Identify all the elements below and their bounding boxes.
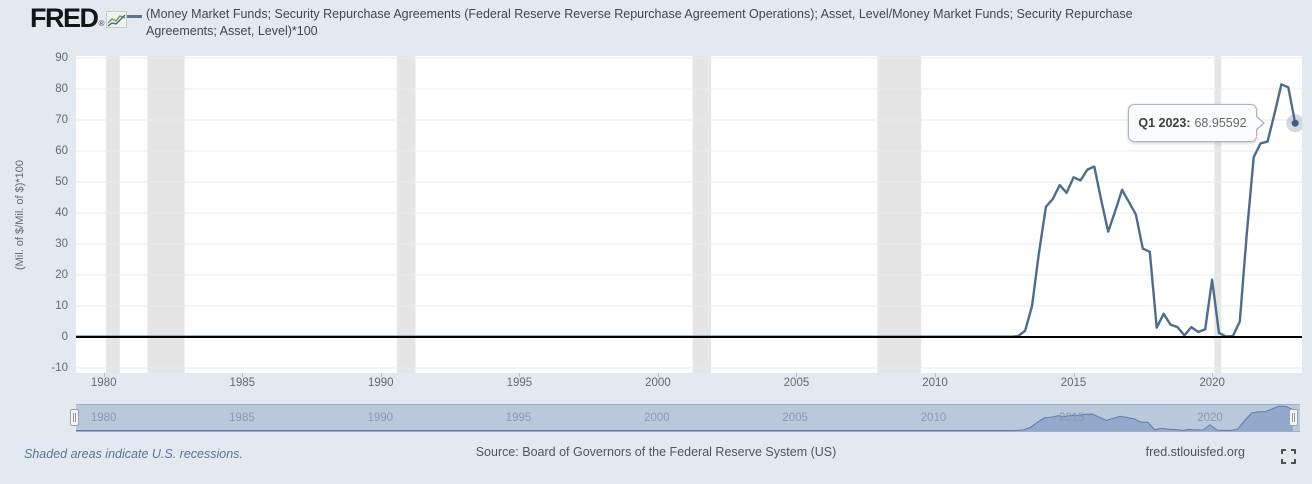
fred-logo[interactable]: FRED ® bbox=[30, 3, 128, 33]
x-tick-mark bbox=[1073, 373, 1075, 377]
x-tick-mark bbox=[380, 373, 382, 377]
recession-band bbox=[1214, 56, 1222, 373]
x-tick-label: 2015 bbox=[1060, 377, 1087, 389]
x-tick-label: 1985 bbox=[229, 377, 256, 389]
recession-band bbox=[147, 56, 185, 373]
series-title: (Money Market Funds; Security Repurchase… bbox=[146, 6, 1136, 40]
legend-line-sample bbox=[127, 15, 142, 18]
registered-mark: ® bbox=[98, 19, 105, 28]
tooltip-value: 68.95592 bbox=[1194, 116, 1247, 130]
x-tick-mark bbox=[1212, 373, 1214, 377]
navigator-left-handle[interactable] bbox=[70, 409, 79, 426]
y-tick-label: 70 bbox=[55, 114, 68, 126]
navigator-year-label: 2000 bbox=[644, 412, 670, 424]
navigator-area bbox=[76, 406, 1293, 431]
x-tick-label: 1980 bbox=[90, 377, 117, 389]
x-tick-label: 1995 bbox=[506, 377, 533, 389]
x-tick-label: 2005 bbox=[783, 377, 810, 389]
site-link[interactable]: fred.stlouisfed.org bbox=[1145, 445, 1245, 459]
tooltip-period: Q1 2023: bbox=[1138, 116, 1191, 130]
navigator-year-label: 1995 bbox=[505, 412, 532, 424]
recession-band bbox=[396, 56, 416, 373]
y-tick-label: 60 bbox=[55, 145, 68, 157]
navigator-year-label: 1980 bbox=[90, 412, 117, 424]
y-tick-label: 0 bbox=[61, 331, 68, 343]
x-tick-mark bbox=[657, 373, 659, 377]
x-tick-label: 2010 bbox=[922, 377, 948, 389]
navigator-year-label: 2005 bbox=[782, 412, 808, 424]
y-tick-label: 50 bbox=[55, 176, 68, 188]
main-plot-svg[interactable] bbox=[76, 56, 1302, 373]
recession-band bbox=[105, 56, 120, 373]
chart-tooltip: Q1 2023: 68.95592 bbox=[1128, 104, 1265, 142]
x-tick-mark bbox=[796, 373, 798, 377]
navigator-year-label: 1990 bbox=[367, 412, 394, 424]
y-tick-label: -10 bbox=[51, 362, 68, 374]
x-tick-mark bbox=[103, 373, 105, 377]
y-tick-label: 10 bbox=[55, 300, 68, 312]
y-tick-label: 90 bbox=[55, 52, 68, 64]
plot-background bbox=[76, 56, 1302, 373]
y-tick-label: 20 bbox=[55, 269, 68, 281]
series-line bbox=[76, 83, 1297, 338]
y-tick-label: 30 bbox=[55, 238, 68, 250]
y-tick-label: 80 bbox=[55, 83, 68, 95]
series-title-line2: Agreements; Asset, Level)*100 bbox=[146, 24, 318, 38]
drag-grip-icon bbox=[1292, 413, 1293, 422]
x-tick-mark bbox=[519, 373, 521, 377]
navigator-year-label: 2010 bbox=[920, 412, 947, 424]
fred-logo-text: FRED bbox=[30, 3, 99, 33]
x-tick-mark bbox=[935, 373, 936, 377]
navigator-year-label: 2020 bbox=[1197, 412, 1223, 424]
line-chart-icon bbox=[106, 11, 128, 28]
navigator-line bbox=[76, 405, 1294, 431]
last-point-marker bbox=[1291, 119, 1299, 127]
series-title-line1: (Money Market Funds; Security Repurchase… bbox=[146, 7, 1133, 21]
x-tick-mark bbox=[242, 373, 244, 377]
x-tick-label: 1990 bbox=[368, 377, 394, 389]
x-tick-label: 2020 bbox=[1199, 377, 1225, 389]
navigator-year-label: 1985 bbox=[229, 412, 255, 424]
recession-band bbox=[692, 56, 712, 373]
drag-grip-icon bbox=[73, 413, 74, 422]
x-tick-label: 2000 bbox=[645, 377, 671, 389]
fullscreen-expand-icon[interactable] bbox=[1280, 448, 1297, 465]
navigator-right-handle[interactable] bbox=[1289, 409, 1298, 426]
y-tick-label: 40 bbox=[55, 207, 68, 219]
recession-note: Shaded areas indicate U.S. recessions. bbox=[24, 447, 243, 461]
navigator-track[interactable] bbox=[76, 404, 1300, 432]
recession-band bbox=[877, 56, 922, 373]
navigator-year-label: 2015 bbox=[1058, 412, 1085, 424]
